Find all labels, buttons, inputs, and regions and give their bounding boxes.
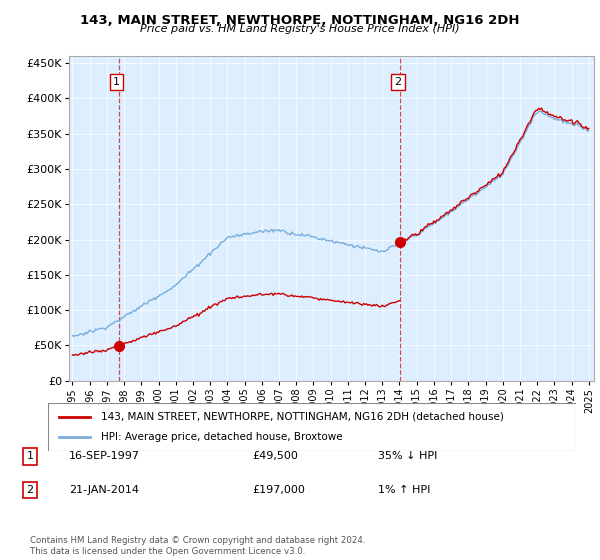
Text: 1% ↑ HPI: 1% ↑ HPI [378, 485, 430, 495]
Text: 2: 2 [26, 485, 34, 495]
Text: 143, MAIN STREET, NEWTHORPE, NOTTINGHAM, NG16 2DH: 143, MAIN STREET, NEWTHORPE, NOTTINGHAM,… [80, 14, 520, 27]
Text: 2: 2 [394, 77, 401, 87]
Text: 16-SEP-1997: 16-SEP-1997 [69, 451, 140, 461]
Text: 143, MAIN STREET, NEWTHORPE, NOTTINGHAM, NG16 2DH (detached house): 143, MAIN STREET, NEWTHORPE, NOTTINGHAM,… [101, 412, 503, 422]
Text: Contains HM Land Registry data © Crown copyright and database right 2024.
This d: Contains HM Land Registry data © Crown c… [30, 536, 365, 556]
Text: £197,000: £197,000 [252, 485, 305, 495]
Text: Price paid vs. HM Land Registry's House Price Index (HPI): Price paid vs. HM Land Registry's House … [140, 24, 460, 34]
Text: HPI: Average price, detached house, Broxtowe: HPI: Average price, detached house, Brox… [101, 432, 343, 442]
Text: 21-JAN-2014: 21-JAN-2014 [69, 485, 139, 495]
Text: £49,500: £49,500 [252, 451, 298, 461]
Text: 35% ↓ HPI: 35% ↓ HPI [378, 451, 437, 461]
FancyBboxPatch shape [48, 403, 576, 451]
Text: 1: 1 [113, 77, 120, 87]
Text: 1: 1 [26, 451, 34, 461]
